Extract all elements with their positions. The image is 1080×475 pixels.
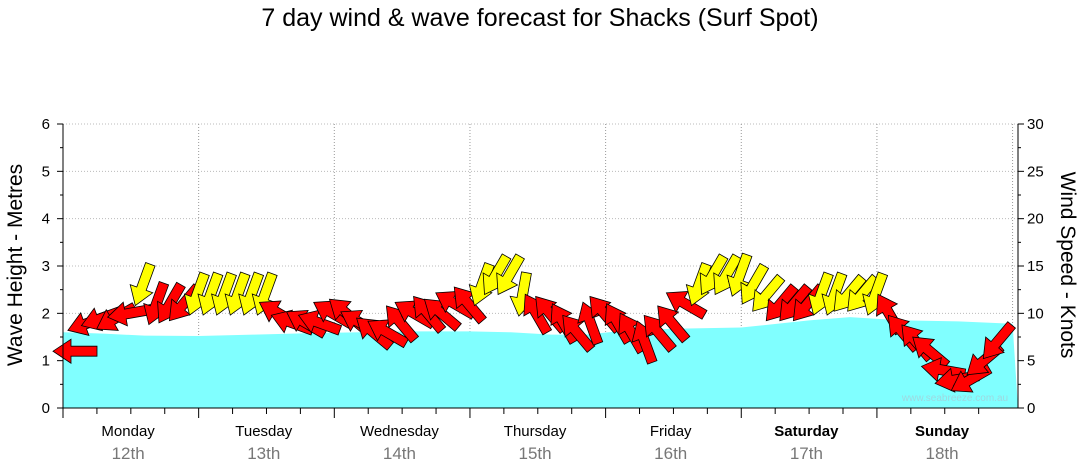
- wave-height-area: [63, 317, 1018, 408]
- day-date: 13th: [247, 444, 280, 463]
- day-name: Monday: [101, 423, 155, 440]
- right-tick-label: 0: [1027, 400, 1035, 417]
- day-date: 15th: [519, 444, 552, 463]
- wave-height-fill: [63, 317, 1018, 408]
- wind-arrow: [453, 286, 487, 325]
- wind-arrow: [385, 305, 420, 344]
- wind-arrow: [367, 319, 410, 349]
- wind-arrow: [129, 262, 156, 307]
- left-tick-label: 1: [42, 353, 50, 370]
- wind-arrow: [423, 298, 462, 332]
- wind-arrow: [657, 305, 691, 344]
- right-tick-label: 5: [1027, 353, 1035, 370]
- day-name: Tuesday: [235, 423, 292, 440]
- left-axis-label: Wave Height - Metres: [4, 164, 27, 366]
- watermark: www.seabreeze.com.au: [901, 393, 1008, 404]
- wind-arrow: [643, 314, 677, 353]
- day-labels: Monday 12th Tuesday 13th Wednesday 14th Thursd…: [62, 408, 980, 463]
- wind-arrow: [982, 321, 1016, 360]
- day-name: Wednesday: [360, 423, 439, 440]
- left-tick-label: 6: [42, 116, 50, 133]
- day-date: 14th: [383, 444, 416, 463]
- wind-arrows: [52, 252, 1016, 393]
- wind-arrow: [847, 273, 881, 312]
- right-axis-label: Wind Speed - Knots: [1056, 172, 1079, 359]
- day-name: Thursday: [504, 423, 567, 440]
- day-name: Friday: [650, 423, 692, 440]
- chart-title: 7 day wind & wave forecast for Shacks (S…: [261, 4, 819, 32]
- right-tick-label: 15: [1027, 258, 1044, 275]
- right-tick-label: 30: [1027, 116, 1044, 133]
- day-date: 12th: [112, 444, 145, 463]
- day-date: 17th: [790, 444, 823, 463]
- left-tick-label: 3: [42, 258, 50, 275]
- day-name: Saturday: [774, 423, 839, 440]
- right-axis-ticks: 0 5 10 15 20 25 30: [1018, 116, 1044, 417]
- day-name: Sunday: [915, 423, 970, 440]
- wind-arrow: [496, 253, 525, 296]
- right-tick-label: 10: [1027, 305, 1044, 322]
- day-date: 18th: [925, 444, 958, 463]
- left-tick-label: 5: [42, 163, 50, 180]
- day-date: 16th: [654, 444, 687, 463]
- left-tick-label: 0: [42, 400, 50, 417]
- right-tick-label: 20: [1027, 211, 1044, 228]
- left-tick-label: 4: [42, 211, 50, 228]
- wind-arrow: [665, 291, 708, 320]
- left-tick-label: 2: [42, 305, 50, 322]
- wind-arrow: [297, 309, 343, 336]
- left-axis-ticks: 0 1 2 3 4 5 6: [42, 116, 63, 417]
- wind-arrow: [52, 338, 98, 364]
- right-tick-label: 25: [1027, 163, 1044, 180]
